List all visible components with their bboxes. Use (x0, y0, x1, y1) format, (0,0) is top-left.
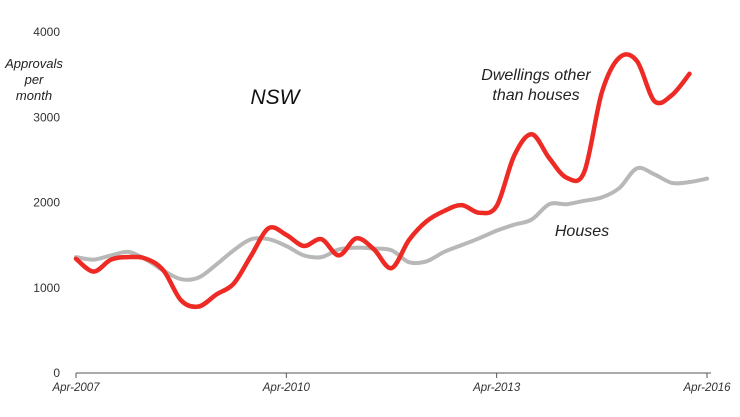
y-axis-label-line: month (16, 88, 52, 103)
y-tick-label: 0 (53, 366, 60, 380)
region-label: NSW (251, 86, 302, 109)
x-axis-ticks: Apr-2007 Apr-2010 Apr-2013 Apr-2016 (51, 373, 731, 394)
x-tick-label: Apr-2007 (51, 382, 100, 394)
houses-series-line (74, 165, 709, 282)
series-labels: Houses Dwellings other than houses (481, 67, 609, 240)
series-lines (73, 52, 709, 310)
y-tick-label: 4000 (33, 25, 60, 39)
dwellings-label: Dwellings other (481, 67, 591, 84)
dwellings-series-line (73, 52, 692, 310)
x-tick-label: Apr-2016 (682, 382, 731, 394)
y-tick-label: 1000 (33, 281, 60, 295)
y-tick-label: 2000 (33, 196, 60, 210)
y-axis-label-line: per (24, 72, 44, 87)
houses-label: Houses (555, 223, 609, 240)
x-tick-label: Apr-2013 (472, 382, 521, 394)
y-tick-label: 3000 (33, 110, 60, 124)
y-axis-label-line: Approvals (4, 56, 63, 71)
x-tick-label: Apr-2010 (262, 382, 311, 394)
dwellings-label: than houses (492, 87, 579, 104)
y-axis-ticks: 0 1000 2000 3000 4000 (33, 25, 60, 380)
